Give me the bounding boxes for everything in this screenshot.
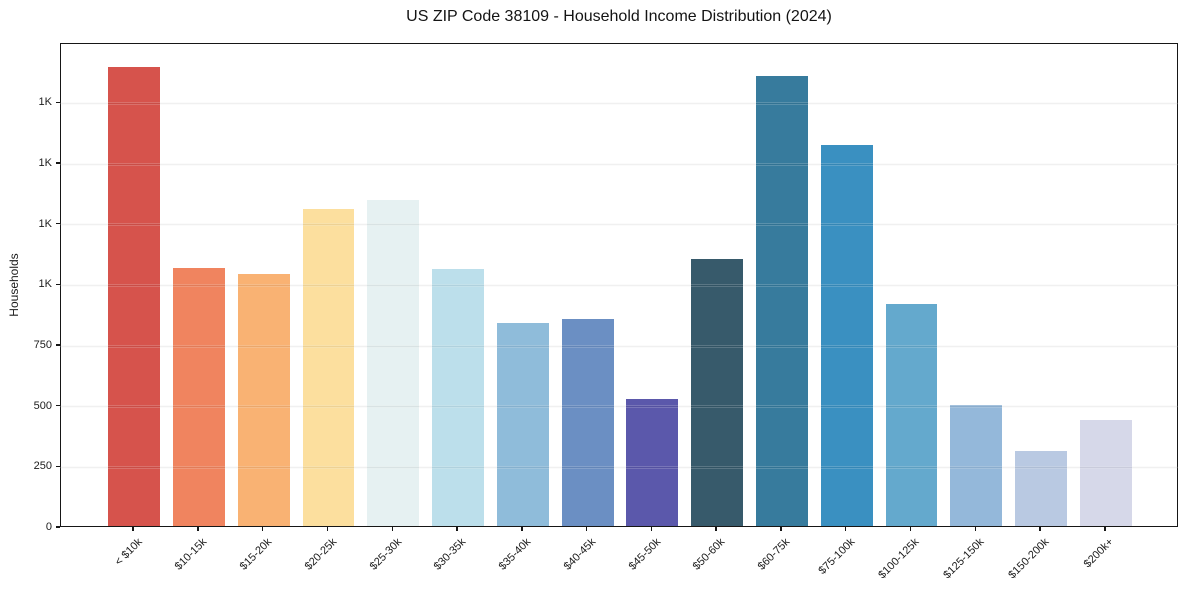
- x-tick-mark: [715, 527, 717, 531]
- x-tick-label: $35-40k: [496, 536, 534, 573]
- y-tick-label: 1K: [38, 217, 52, 230]
- x-tick-label: $10-15k: [172, 536, 210, 573]
- y-tick-mark: [56, 101, 60, 104]
- bar-15-20k: [237, 273, 290, 526]
- bar-125-150k: [950, 404, 1003, 526]
- x-tick-label: $125-150k: [941, 536, 987, 582]
- bar-100-125k: [885, 304, 938, 526]
- x-tick-label: $40-45k: [561, 536, 599, 573]
- x-tick-label: $75-100k: [816, 536, 858, 577]
- x-tick-label: $45-50k: [626, 536, 663, 573]
- x-tick-label: < $10k: [112, 536, 145, 569]
- x-tick-label: $100-125k: [876, 536, 922, 582]
- x-tick-mark: [456, 527, 458, 531]
- y-tick-label: 750: [33, 339, 52, 352]
- y-tick-label: 250: [33, 460, 52, 473]
- x-tick-mark: [521, 527, 523, 531]
- bar-75-100k: [820, 145, 873, 526]
- x-tick-mark: [132, 527, 134, 531]
- chart-title: US ZIP Code 38109 - Household Income Dis…: [406, 8, 832, 25]
- x-tick-mark: [780, 527, 782, 531]
- x-tick-label: $20-25k: [302, 536, 340, 573]
- x-tick-mark: [391, 527, 394, 531]
- y-tick-label: 1K: [38, 96, 52, 109]
- bar-150-200k: [1015, 450, 1067, 526]
- x-tick-mark: [844, 527, 847, 531]
- x-tick-label: $150-200k: [1006, 536, 1052, 582]
- gridline: [61, 345, 1177, 347]
- bar-200k: [1079, 420, 1132, 526]
- gridline: [61, 224, 1177, 226]
- gridline: [61, 406, 1177, 408]
- y-tick-mark: [56, 344, 60, 346]
- y-tick-mark: [56, 404, 60, 407]
- gridline: [61, 163, 1177, 165]
- y-tick-mark: [56, 162, 60, 164]
- x-tick-label: $30-35k: [431, 536, 469, 573]
- bar-10-15k: [173, 267, 225, 526]
- bar-30-35k: [432, 268, 484, 526]
- x-tick-label: $15-20k: [237, 536, 275, 573]
- bar-25-30k: [367, 199, 420, 526]
- gridline: [61, 284, 1177, 286]
- x-tick-mark: [1104, 527, 1106, 531]
- x-tick-mark: [909, 527, 912, 531]
- bar-45-50k: [626, 398, 679, 526]
- x-tick-mark: [261, 527, 264, 531]
- gridline: [61, 102, 1177, 104]
- x-tick-label: $50-60k: [691, 536, 728, 573]
- x-tick-mark: [326, 527, 329, 531]
- bar-10k: [108, 67, 161, 526]
- y-tick-mark: [56, 465, 60, 468]
- y-tick-mark: [56, 283, 60, 286]
- y-tick-label: 1K: [38, 278, 52, 291]
- bar-50-60k: [691, 259, 744, 526]
- y-tick-mark: [56, 526, 60, 528]
- plot-area: [60, 43, 1178, 527]
- x-tick-mark: [585, 527, 588, 531]
- x-tick-label: $200k+: [1082, 536, 1117, 571]
- x-tick-mark: [197, 527, 199, 531]
- bar-35-40k: [496, 323, 549, 526]
- y-tick-label: 1K: [38, 157, 52, 170]
- y-tick-label: 500: [33, 399, 52, 412]
- y-tick-mark: [56, 222, 60, 225]
- x-tick-mark: [974, 527, 976, 531]
- bar-40-45k: [561, 318, 614, 526]
- x-tick-label: $25-30k: [367, 536, 404, 573]
- bar-20-25k: [302, 209, 355, 526]
- x-tick-mark: [1039, 527, 1041, 531]
- y-tick-label: 0: [45, 521, 52, 533]
- x-tick-mark: [650, 527, 653, 531]
- x-tick-label: $60-75k: [755, 536, 793, 573]
- gridline: [61, 466, 1177, 468]
- bar-60-75k: [756, 75, 808, 526]
